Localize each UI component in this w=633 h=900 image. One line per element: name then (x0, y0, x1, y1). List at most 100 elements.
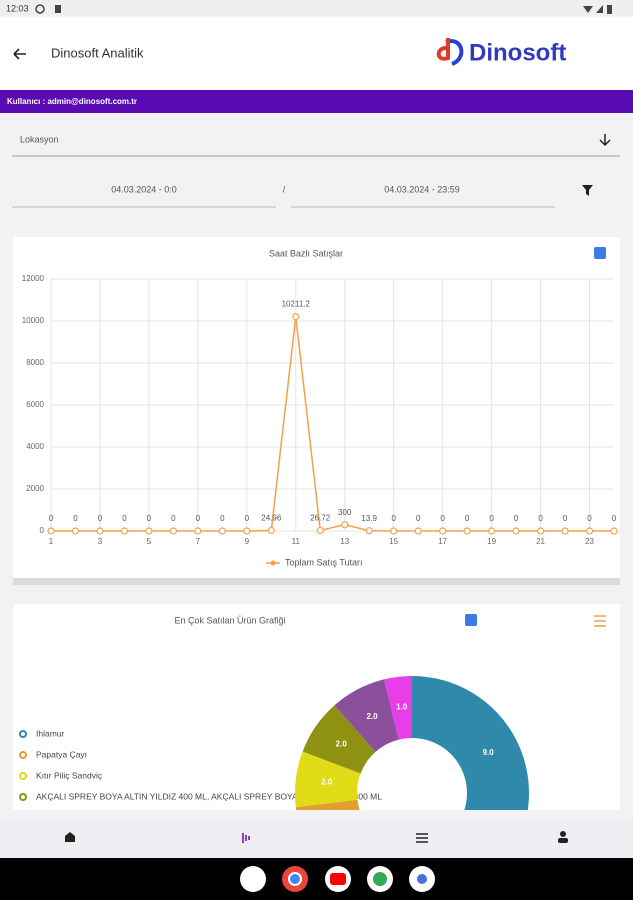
data-label: 0 (416, 514, 421, 523)
nav-profile[interactable] (558, 831, 568, 843)
legend-label: Toplam Satış Tutarı (285, 557, 363, 567)
x-tick-label: 23 (585, 537, 594, 546)
location-field[interactable]: Lokasyon (20, 134, 59, 144)
app-icon (288, 872, 302, 886)
point (536, 527, 545, 535)
point (488, 527, 496, 535)
end-date-field[interactable]: 04.03.2024 - 23:59 (384, 184, 460, 194)
point (243, 527, 251, 535)
y-tick-label: 10000 (22, 316, 45, 325)
y-tick-label: 2000 (26, 484, 44, 493)
point (120, 527, 129, 535)
point (463, 527, 471, 535)
point (292, 312, 300, 321)
user-text: Kullanıcı : admin@dinosoft.com.tr (7, 97, 137, 106)
legend-marker (19, 751, 27, 759)
x-tick-label: 21 (536, 537, 545, 546)
donut-chart: Ihlamur Papatya Çayı Kıtır Piliç Sandviç AK… (19, 676, 529, 810)
y-tick-label: 8000 (26, 358, 44, 367)
point (414, 527, 422, 535)
status-time: 12:03 (6, 3, 29, 13)
app-icon[interactable] (240, 866, 266, 892)
data-label: 24.96 (261, 514, 282, 523)
charts: Saat Bazlı Satışlar020004000600080001000… (19, 248, 618, 810)
export-button[interactable] (594, 247, 606, 259)
filter-button[interactable] (582, 185, 593, 196)
donut-segment (384, 676, 412, 740)
data-label: 2.0 (336, 739, 348, 748)
signal-icon (596, 5, 603, 13)
data-label: 2.0 (366, 712, 378, 721)
legend-swatch (270, 560, 276, 566)
app-title: Dinosoft Analitik (51, 45, 144, 60)
nav-home[interactable] (65, 832, 75, 842)
data-label: 0 (245, 514, 250, 523)
data-label: 26.72 (310, 514, 331, 523)
data-label: 0 (391, 514, 396, 523)
point (316, 526, 324, 535)
data-label: 13.9 (361, 514, 377, 523)
point (512, 527, 520, 535)
card-shadow (13, 578, 620, 585)
bottom-nav (0, 818, 633, 858)
point (267, 526, 275, 535)
point (341, 521, 349, 529)
point (145, 527, 153, 535)
point (96, 527, 104, 535)
point (194, 527, 202, 535)
back-button[interactable] (13, 48, 26, 60)
nav-list[interactable] (416, 833, 428, 843)
data-label: 0 (49, 514, 54, 523)
data-label: 0 (563, 514, 568, 523)
battery-icon (607, 5, 612, 14)
point (47, 527, 55, 535)
date-separator: / (283, 184, 286, 194)
logo-text: Dinosoft (469, 39, 566, 66)
data-label: 0 (440, 514, 445, 523)
data-label: 0 (612, 514, 617, 523)
x-tick-label: 9 (245, 537, 250, 546)
data-label: 2.0 (321, 778, 333, 787)
line-card (13, 237, 620, 578)
data-label: 0 (122, 514, 127, 523)
start-date-field[interactable]: 04.03.2024 - 0:0 (111, 184, 177, 194)
wifi-icon (583, 6, 593, 13)
export-button[interactable] (465, 614, 477, 626)
data-label: 0 (171, 514, 176, 523)
data-label: 0 (587, 514, 592, 523)
legend-label: Papatya Çayı (36, 749, 87, 759)
app-icon (330, 873, 346, 885)
status-icon (55, 5, 61, 13)
x-tick-label: 13 (340, 537, 349, 546)
list-button[interactable] (594, 615, 606, 627)
x-tick-label: 15 (389, 537, 398, 546)
donut-segment (295, 799, 360, 810)
point (365, 527, 373, 535)
legend-label: Ihlamur (36, 728, 65, 738)
data-label: 0 (514, 514, 519, 523)
x-tick-label: 3 (98, 537, 103, 546)
legend-marker (19, 772, 27, 780)
dropdown-icon[interactable] (599, 134, 611, 147)
app-icon (417, 874, 427, 884)
point (561, 527, 569, 535)
x-tick-label: 5 (147, 537, 152, 546)
y-tick-label: 0 (40, 526, 45, 535)
data-label: 0 (73, 514, 78, 523)
data-label: 0 (147, 514, 152, 523)
point (585, 527, 594, 535)
data-label: 9.0 (483, 748, 495, 757)
nav-chart[interactable] (240, 833, 250, 843)
status-icon (35, 4, 45, 14)
data-label: 0 (220, 514, 225, 523)
x-tick-label: 19 (487, 537, 496, 546)
y-tick-label: 12000 (22, 274, 45, 283)
point (610, 527, 618, 535)
data-label: 0 (196, 514, 201, 523)
data-label: 300 (338, 508, 352, 517)
logo-icon (436, 38, 464, 66)
x-tick-label: 7 (196, 537, 201, 546)
point (71, 527, 80, 535)
x-tick-label: 1 (49, 537, 54, 546)
